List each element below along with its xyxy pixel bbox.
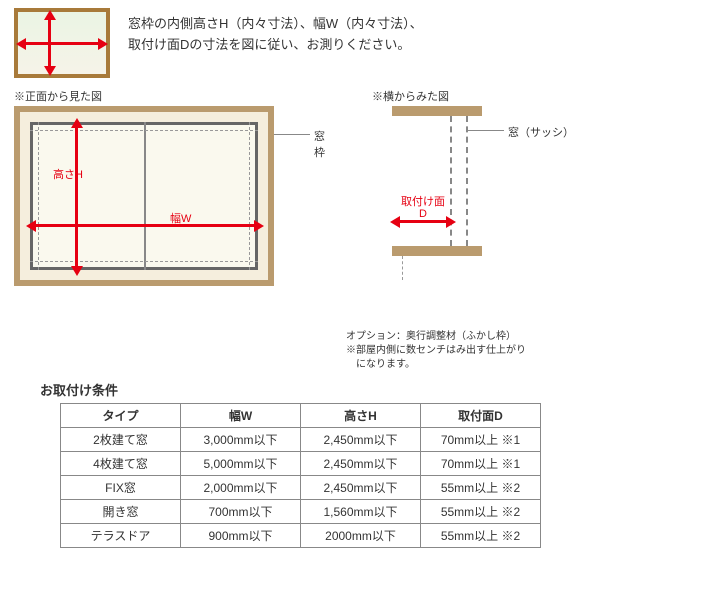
table-row: 開き窓700mm以下1,560mm以下55mm以上 ※2	[61, 500, 541, 524]
th-width: 幅W	[181, 404, 301, 428]
table-cell: テラスドア	[61, 524, 181, 548]
width-line	[34, 224, 256, 227]
table-cell: 4枚建て窓	[61, 452, 181, 476]
table-cell: 5,000mm以下	[181, 452, 301, 476]
table-cell: 70mm以上 ※1	[421, 452, 541, 476]
intro-text: 窓枠の内側高さH（内々寸法）、幅W（内々寸法）、 取付け面Dの寸法を図に従い、お…	[128, 8, 423, 78]
option-note: オプション：奥行調整材（ふかし枠） ※部屋内側に数センチはみ出す仕上がり になり…	[346, 330, 602, 372]
thumbnail-window	[14, 8, 110, 78]
side-dash	[466, 116, 468, 246]
label-sash: 窓（サッシ）	[508, 124, 574, 140]
table-cell: 900mm以下	[181, 524, 301, 548]
front-diagram: 高さH 幅W	[14, 106, 274, 286]
side-frame-bot	[392, 246, 482, 256]
arrow-left-icon	[390, 216, 400, 228]
arrow-up-icon	[44, 10, 56, 20]
table-row: 4枚建て窓5,000mm以下2,450mm以下70mm以上 ※1	[61, 452, 541, 476]
table-cell: 55mm以上 ※2	[421, 524, 541, 548]
table-title: お取付け条件	[40, 380, 720, 399]
front-mid-line	[144, 122, 146, 270]
leader-line	[468, 130, 504, 131]
option-l2: ※部屋内側に数センチはみ出す仕上がり	[346, 344, 602, 358]
table-cell: 開き窓	[61, 500, 181, 524]
table-cell: 2000mm以下	[301, 524, 421, 548]
label-height: 高さH	[53, 166, 83, 182]
table-cell: 2枚建て窓	[61, 428, 181, 452]
height-line	[75, 126, 78, 268]
th-depth: 取付面D	[421, 404, 541, 428]
intro-line2: 取付け面Dの寸法を図に従い、お測りください。	[128, 35, 423, 56]
table-cell: 2,000mm以下	[181, 476, 301, 500]
table-cell: 70mm以上 ※1	[421, 428, 541, 452]
arrow-right-icon	[254, 220, 264, 232]
th-height: 高さH	[301, 404, 421, 428]
table-cell: 700mm以下	[181, 500, 301, 524]
option-l3: になります。	[346, 358, 602, 372]
dash-line	[249, 122, 250, 270]
table-row: テラスドア900mm以下2000mm以下55mm以上 ※2	[61, 524, 541, 548]
intro-line1: 窓枠の内側高さH（内々寸法）、幅W（内々寸法）、	[128, 14, 423, 35]
label-depth: 取付け面 D	[400, 196, 446, 220]
label-width: 幅W	[170, 210, 191, 226]
arrow-down-icon	[44, 66, 56, 76]
arrow-left-icon	[16, 38, 26, 50]
leader-line	[274, 134, 310, 135]
dash-line	[30, 130, 258, 131]
thumb-h-arrow	[24, 42, 100, 45]
option-l1: オプション：奥行調整材（ふかし枠）	[346, 330, 602, 344]
dash-line	[30, 261, 258, 262]
front-caption: ※正面から見た図	[14, 88, 274, 104]
side-caption: ※横からみた図	[372, 88, 602, 104]
table-cell: FIX窓	[61, 476, 181, 500]
label-depth1: 取付け面	[401, 196, 445, 208]
table-cell: 2,450mm以下	[301, 476, 421, 500]
arrow-right-icon	[446, 216, 456, 228]
side-diagram: 取付け面 D 窓（サッシ）	[372, 106, 602, 306]
table-header-row: タイプ 幅W 高さH 取付面D	[61, 404, 541, 428]
table-cell: 1,560mm以下	[301, 500, 421, 524]
th-type: タイプ	[61, 404, 181, 428]
dash-line	[38, 122, 39, 270]
label-frame: 窓枠	[314, 128, 325, 160]
table-cell: 3,000mm以下	[181, 428, 301, 452]
side-frame-top	[392, 106, 482, 116]
table-cell: 2,450mm以下	[301, 452, 421, 476]
option-leader	[402, 256, 403, 280]
table-row: 2枚建て窓3,000mm以下2,450mm以下70mm以上 ※1	[61, 428, 541, 452]
table-cell: 55mm以上 ※2	[421, 500, 541, 524]
arrow-left-icon	[26, 220, 36, 232]
depth-line	[398, 220, 448, 223]
label-depth2: D	[419, 208, 427, 220]
conditions-table: タイプ 幅W 高さH 取付面D 2枚建て窓3,000mm以下2,450mm以下7…	[60, 403, 541, 548]
arrow-right-icon	[98, 38, 108, 50]
table-row: FIX窓2,000mm以下2,450mm以下55mm以上 ※2	[61, 476, 541, 500]
arrow-up-icon	[71, 118, 83, 128]
table-cell: 2,450mm以下	[301, 428, 421, 452]
table-cell: 55mm以上 ※2	[421, 476, 541, 500]
arrow-down-icon	[71, 266, 83, 276]
